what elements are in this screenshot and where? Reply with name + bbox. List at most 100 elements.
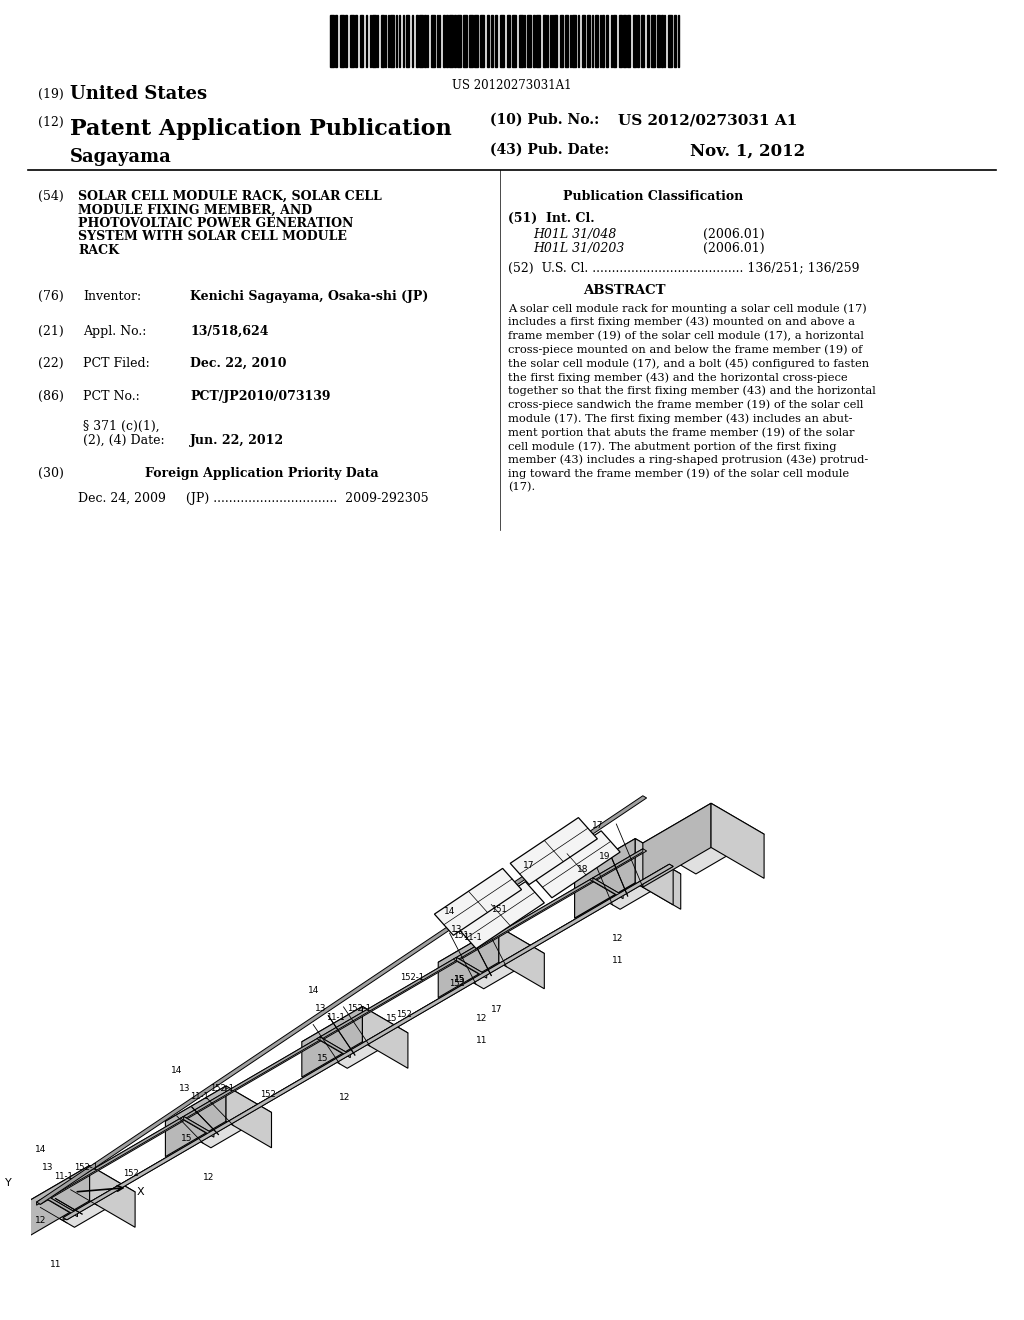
Text: (43) Pub. Date:: (43) Pub. Date: [490, 143, 609, 157]
Polygon shape [29, 1166, 135, 1228]
Polygon shape [635, 838, 673, 906]
Bar [623, 15, 626, 67]
Text: Dec. 22, 2010: Dec. 22, 2010 [190, 356, 287, 370]
Text: 11-1: 11-1 [463, 933, 481, 942]
Polygon shape [63, 865, 670, 1221]
Text: 12: 12 [612, 935, 624, 944]
Polygon shape [574, 838, 635, 919]
Bar [443, 15, 445, 67]
Bar [543, 15, 546, 67]
Text: ing toward the frame member (19) of the solar cell module: ing toward the frame member (19) of the … [508, 469, 849, 479]
Bar [487, 15, 489, 67]
Polygon shape [37, 849, 646, 1204]
Polygon shape [166, 1086, 271, 1148]
Polygon shape [317, 1038, 350, 1056]
Polygon shape [574, 838, 673, 896]
Bar [390, 15, 394, 67]
Text: 14: 14 [307, 986, 318, 995]
Text: 11: 11 [50, 1261, 61, 1270]
Polygon shape [532, 830, 621, 898]
Bar [534, 15, 535, 67]
Bar [572, 15, 575, 67]
Text: 17: 17 [490, 1005, 503, 1014]
Text: RACK: RACK [78, 244, 119, 257]
Text: Y: Y [5, 1179, 11, 1188]
Text: 11-1: 11-1 [190, 1093, 209, 1101]
Text: 13/518,624: 13/518,624 [190, 325, 268, 338]
Text: 15: 15 [454, 974, 465, 983]
Text: 18: 18 [577, 865, 588, 874]
Text: SYSTEM WITH SOLAR CELL MODULE: SYSTEM WITH SOLAR CELL MODULE [78, 231, 347, 243]
Bar [490, 15, 493, 67]
Bar [480, 15, 484, 67]
Text: 11-1: 11-1 [327, 1012, 345, 1022]
Polygon shape [29, 1166, 90, 1236]
Text: ment portion that abuts the frame member (19) of the solar: ment portion that abuts the frame member… [508, 428, 854, 438]
Polygon shape [63, 865, 673, 1220]
Text: 11: 11 [476, 1036, 487, 1045]
Text: (17).: (17). [508, 482, 536, 492]
Polygon shape [37, 796, 646, 1204]
Bar [602, 15, 604, 67]
Text: SOLAR CELL MODULE RACK, SOLAR CELL: SOLAR CELL MODULE RACK, SOLAR CELL [78, 190, 382, 203]
Polygon shape [37, 849, 643, 1205]
Bar [633, 15, 636, 67]
Text: US 20120273031A1: US 20120273031A1 [453, 79, 571, 92]
Text: (76): (76) [38, 290, 63, 304]
Bar [657, 15, 660, 67]
Text: the solar cell module (17), and a bolt (45) configured to fasten: the solar cell module (17), and a bolt (… [508, 358, 869, 368]
Text: 17: 17 [523, 861, 535, 870]
Text: US 2012/0273031 A1: US 2012/0273031 A1 [618, 114, 798, 127]
Bar [662, 15, 663, 67]
Polygon shape [90, 1166, 135, 1228]
Text: 152: 152 [260, 1090, 275, 1098]
Text: Jun. 22, 2012: Jun. 22, 2012 [190, 434, 284, 447]
Text: (86): (86) [38, 389, 63, 403]
Text: 151: 151 [490, 904, 507, 913]
Bar [454, 15, 456, 67]
Polygon shape [321, 1038, 350, 1057]
Bar [527, 15, 531, 67]
Text: cell module (17). The abutment portion of the first fixing: cell module (17). The abutment portion o… [508, 441, 837, 451]
Text: 12: 12 [476, 1014, 487, 1023]
Polygon shape [457, 957, 486, 978]
Bar [463, 15, 467, 67]
Text: 12: 12 [203, 1173, 214, 1181]
Polygon shape [63, 865, 673, 1220]
Text: 152: 152 [124, 1170, 139, 1179]
Bar [641, 15, 644, 67]
Text: MODULE FIXING MEMBER, AND: MODULE FIXING MEMBER, AND [78, 203, 312, 216]
Polygon shape [183, 1117, 214, 1138]
Polygon shape [643, 804, 764, 874]
Text: 152: 152 [396, 1010, 412, 1019]
Text: 13: 13 [315, 1005, 327, 1014]
Text: 13: 13 [452, 924, 463, 933]
Polygon shape [590, 878, 624, 898]
Text: 15: 15 [181, 1134, 193, 1143]
Text: cross-piece mounted on and below the frame member (19) of: cross-piece mounted on and below the fra… [508, 345, 862, 355]
Text: Dec. 24, 2009     (JP) ................................  2009-292305: Dec. 24, 2009 (JP) .....................… [78, 492, 429, 506]
Text: Sagayama: Sagayama [70, 148, 172, 166]
Bar [627, 15, 630, 67]
Text: includes a first fixing member (43) mounted on and above a: includes a first fixing member (43) moun… [508, 317, 855, 327]
Text: (2), (4) Date:: (2), (4) Date: [83, 434, 165, 447]
Text: Appl. No.:: Appl. No.: [83, 325, 146, 338]
Text: (21): (21) [38, 325, 63, 338]
Text: the first fixing member (43) and the horizontal cross-piece: the first fixing member (43) and the hor… [508, 372, 848, 383]
Text: 12: 12 [35, 1216, 46, 1225]
Text: (54): (54) [38, 190, 63, 203]
Text: A solar cell module rack for mounting a solar cell module (17): A solar cell module rack for mounting a … [508, 304, 866, 314]
Bar [372, 15, 376, 67]
Bar [606, 15, 608, 67]
Polygon shape [362, 1006, 408, 1068]
Bar [330, 15, 334, 67]
Text: module (17). The first fixing member (43) includes an abut-: module (17). The first fixing member (43… [508, 413, 853, 424]
Bar [345, 15, 347, 67]
Polygon shape [226, 1086, 271, 1148]
Polygon shape [166, 1086, 226, 1156]
Text: 152: 152 [450, 979, 465, 989]
Text: (22): (22) [38, 356, 63, 370]
Text: 15: 15 [317, 1055, 329, 1063]
Text: 13: 13 [42, 1163, 53, 1172]
Text: 11: 11 [612, 957, 624, 965]
